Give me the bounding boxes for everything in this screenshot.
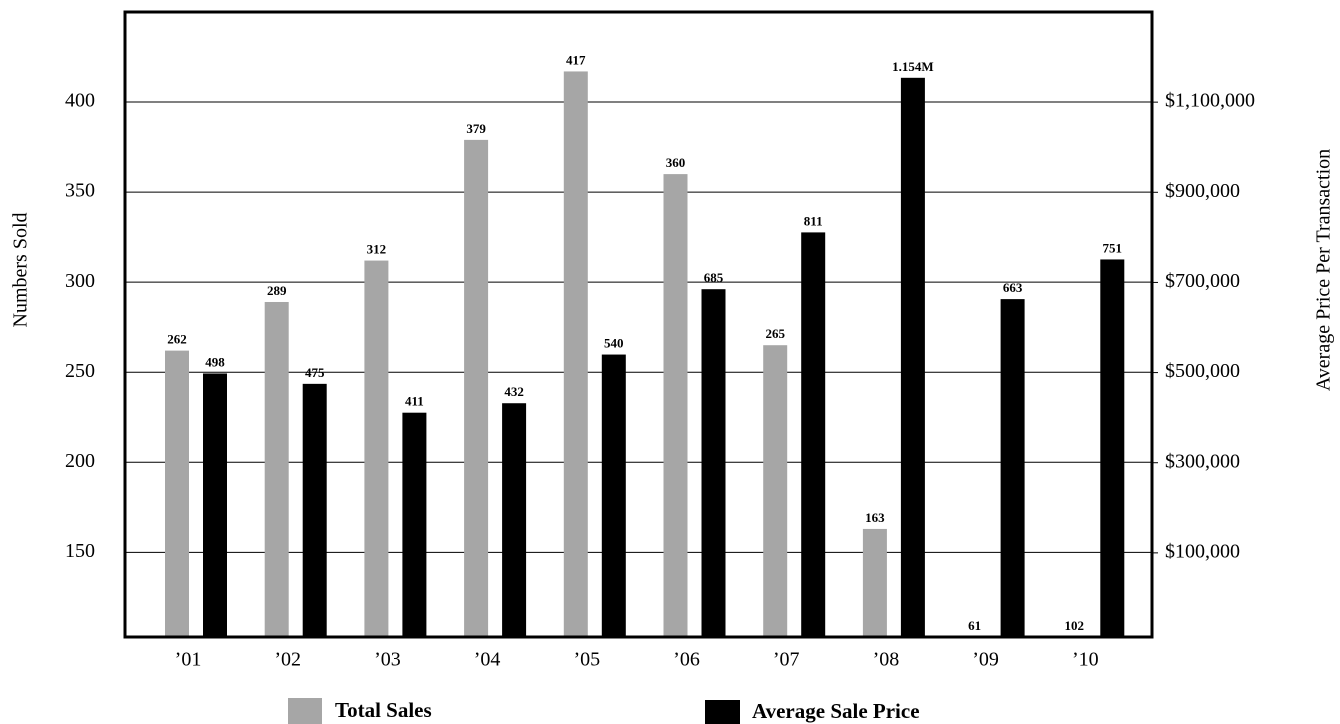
- x-tick-label: ’06: [673, 649, 700, 671]
- bar: [763, 345, 788, 637]
- bar: [801, 232, 826, 637]
- legend-label: Total Sales: [335, 698, 432, 722]
- y-tick-label: 350: [65, 180, 95, 202]
- y2-tick-label: $1,100,000: [1165, 90, 1255, 112]
- bar: [1000, 299, 1025, 637]
- bar: [464, 139, 489, 637]
- x-tick-label: ’02: [274, 649, 301, 671]
- value-label: 540: [604, 336, 624, 351]
- value-label: 312: [367, 242, 387, 257]
- bar: [502, 403, 527, 637]
- value-label: 360: [666, 155, 686, 170]
- y-tick-label: 400: [65, 90, 95, 112]
- bar: [862, 528, 887, 637]
- value-label: 265: [765, 326, 785, 341]
- x-tick-label: ’09: [972, 649, 999, 671]
- bar: [364, 260, 389, 637]
- x-tick-label: ’10: [1072, 649, 1099, 671]
- y-tick-label: 150: [65, 540, 95, 562]
- legend-label: Average Sale Price: [752, 699, 920, 723]
- value-label: 811: [804, 213, 823, 228]
- bar: [264, 301, 289, 637]
- value-label: 417: [566, 52, 586, 67]
- value-label: 102: [1065, 618, 1085, 633]
- bar: [402, 412, 427, 637]
- bars: [165, 71, 1125, 637]
- bar: [302, 383, 327, 637]
- bar: [1100, 259, 1125, 637]
- grid: [125, 101, 1152, 553]
- x-tick-label: ’05: [573, 649, 600, 671]
- value-label: 411: [405, 394, 424, 409]
- value-label: 379: [466, 121, 486, 136]
- value-label: 475: [305, 365, 325, 380]
- x-tick-label: ’04: [474, 649, 501, 671]
- value-label: 685: [704, 270, 724, 285]
- bar: [203, 373, 227, 637]
- y-tick-label: 300: [65, 270, 95, 292]
- y2-tick-label: $700,000: [1165, 270, 1240, 292]
- y-tick-label: 250: [65, 360, 95, 382]
- y2-axis-title: Average Price Per Transaction: [1313, 149, 1335, 391]
- x-tick-label: ’07: [773, 649, 800, 671]
- y2-tick-label: $900,000: [1165, 180, 1240, 202]
- y2-tick-label: $300,000: [1165, 450, 1240, 472]
- bar: [701, 289, 726, 637]
- y2-tick-label: $100,000: [1165, 540, 1240, 562]
- x-tick-label: ’03: [374, 649, 401, 671]
- legend-swatch: [705, 700, 740, 724]
- bar: [663, 174, 688, 637]
- bar: [165, 350, 189, 637]
- bar: [563, 71, 588, 637]
- value-label: 163: [865, 510, 885, 525]
- x-tick-label: ’08: [873, 649, 900, 671]
- value-label: 432: [504, 384, 524, 399]
- y2-tick-label: $500,000: [1165, 360, 1240, 382]
- y-axis-title: Numbers Sold: [10, 213, 32, 328]
- plot-frame: [123, 10, 1154, 639]
- value-label: 663: [1003, 280, 1023, 295]
- y-tick-label: 200: [65, 450, 95, 472]
- value-label: 751: [1103, 240, 1123, 255]
- bar: [900, 77, 925, 637]
- x-tick-label: ’01: [175, 649, 202, 671]
- legend-swatch: [288, 698, 322, 724]
- value-label: 262: [167, 332, 187, 347]
- value-label: 1.154M: [892, 59, 934, 74]
- bar: [601, 354, 626, 637]
- value-label: 289: [267, 283, 287, 298]
- value-label: 61: [968, 618, 981, 633]
- value-label: 498: [205, 354, 225, 369]
